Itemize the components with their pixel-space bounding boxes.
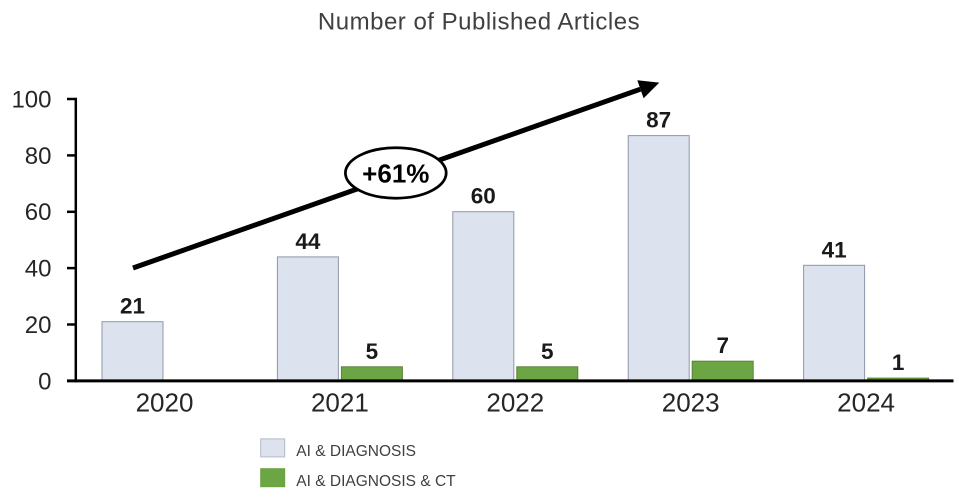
svg-text:21: 21 (120, 294, 145, 319)
svg-text:2023: 2023 (662, 388, 720, 418)
svg-text:20: 20 (25, 312, 52, 339)
svg-text:+61%: +61% (362, 158, 429, 188)
svg-text:100: 100 (11, 86, 51, 113)
svg-text:AI & DIAGNOSIS & CT: AI & DIAGNOSIS & CT (296, 473, 456, 490)
svg-text:2020: 2020 (136, 388, 194, 418)
svg-text:AI & DIAGNOSIS: AI & DIAGNOSIS (296, 443, 416, 460)
svg-text:2021: 2021 (311, 388, 369, 418)
svg-text:60: 60 (25, 199, 52, 226)
svg-text:60: 60 (471, 184, 496, 209)
svg-text:87: 87 (646, 108, 671, 133)
svg-text:5: 5 (541, 339, 554, 364)
svg-text:2022: 2022 (486, 388, 544, 418)
svg-text:44: 44 (295, 229, 321, 254)
svg-text:40: 40 (25, 256, 52, 283)
svg-text:80: 80 (25, 143, 52, 170)
svg-text:5: 5 (366, 339, 379, 364)
svg-text:Number of Published Articles: Number of Published Articles (318, 9, 640, 36)
svg-text:1: 1 (892, 350, 905, 375)
svg-text:41: 41 (822, 237, 847, 262)
svg-text:7: 7 (716, 333, 729, 358)
svg-text:0: 0 (38, 368, 51, 395)
svg-text:2024: 2024 (837, 388, 895, 418)
